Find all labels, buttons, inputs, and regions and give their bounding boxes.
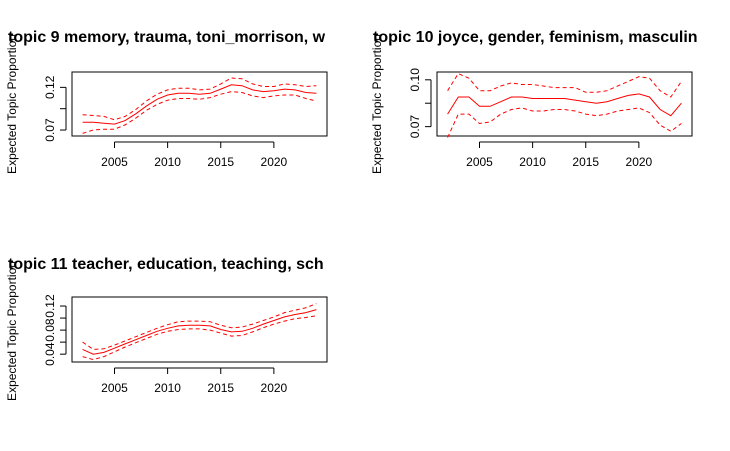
ci-upper-line: [447, 72, 682, 98]
y-axis-label: Expected Topic Proportion: [5, 261, 19, 401]
panel-topic-9: topic 9 memory, trauma, toni_morrison, w…: [5, 29, 328, 174]
x-tick-label: 2015: [207, 155, 234, 169]
y-axis-label: Expected Topic Proportion: [370, 34, 384, 174]
panel-topic-11: topic 11 teacher, education, teaching, s…: [5, 256, 328, 401]
y-tick-label: 0.07: [43, 118, 57, 142]
estimate-line: [82, 309, 317, 355]
plot-frame: [436, 71, 693, 137]
y-tick-label: 0.04: [43, 342, 57, 366]
y-tick-label: 0.07: [408, 115, 422, 139]
chart-title: topic 9 memory, trauma, toni_morrison, w: [8, 29, 326, 46]
axes: 2005 2010 2015 2020 0.07 0.10: [408, 68, 693, 169]
ci-upper-line: [82, 303, 317, 350]
estimate-line: [447, 93, 682, 117]
x-tick-label: 2015: [572, 155, 599, 169]
y-tick-label: 0.12: [43, 75, 57, 99]
estimate-line: [82, 84, 317, 125]
x-tick-label: 2005: [101, 155, 128, 169]
series-lines: [82, 303, 317, 361]
panel-topic-10: topic 10 joyce, gender, feminism, mascul…: [370, 29, 698, 174]
axes: 2005 2010 2015 2020 0.040.080.12: [43, 294, 328, 395]
series-lines: [447, 72, 682, 138]
ci-lower-line: [82, 315, 317, 361]
x-tick-label: 2010: [154, 381, 181, 395]
ci-lower-line: [447, 107, 682, 138]
y-tick-label: 0.10: [408, 68, 422, 92]
plot-frame: [71, 71, 328, 137]
x-tick-label: 2015: [207, 381, 234, 395]
chart-title: topic 10 joyce, gender, feminism, mascul…: [373, 29, 698, 46]
x-tick-label: 2020: [626, 155, 653, 169]
ci-lower-line: [82, 91, 317, 134]
x-tick-label: 2005: [466, 155, 493, 169]
y-tick-label: 0.08: [43, 318, 57, 342]
series-lines: [82, 77, 317, 134]
x-tick-label: 2010: [154, 155, 181, 169]
axes: 2005 2010 2015 2020 0.07 0.12: [43, 71, 328, 169]
x-tick-label: 2020: [261, 155, 288, 169]
chart-title: topic 11 teacher, education, teaching, s…: [8, 256, 324, 273]
plot-frame: [71, 296, 328, 363]
x-tick-label: 2005: [101, 381, 128, 395]
ci-upper-line: [82, 77, 317, 121]
x-tick-label: 2020: [261, 381, 288, 395]
x-tick-label: 2010: [519, 155, 546, 169]
y-tick-label: 0.12: [43, 294, 57, 318]
y-axis-label: Expected Topic Proportion: [5, 34, 19, 174]
